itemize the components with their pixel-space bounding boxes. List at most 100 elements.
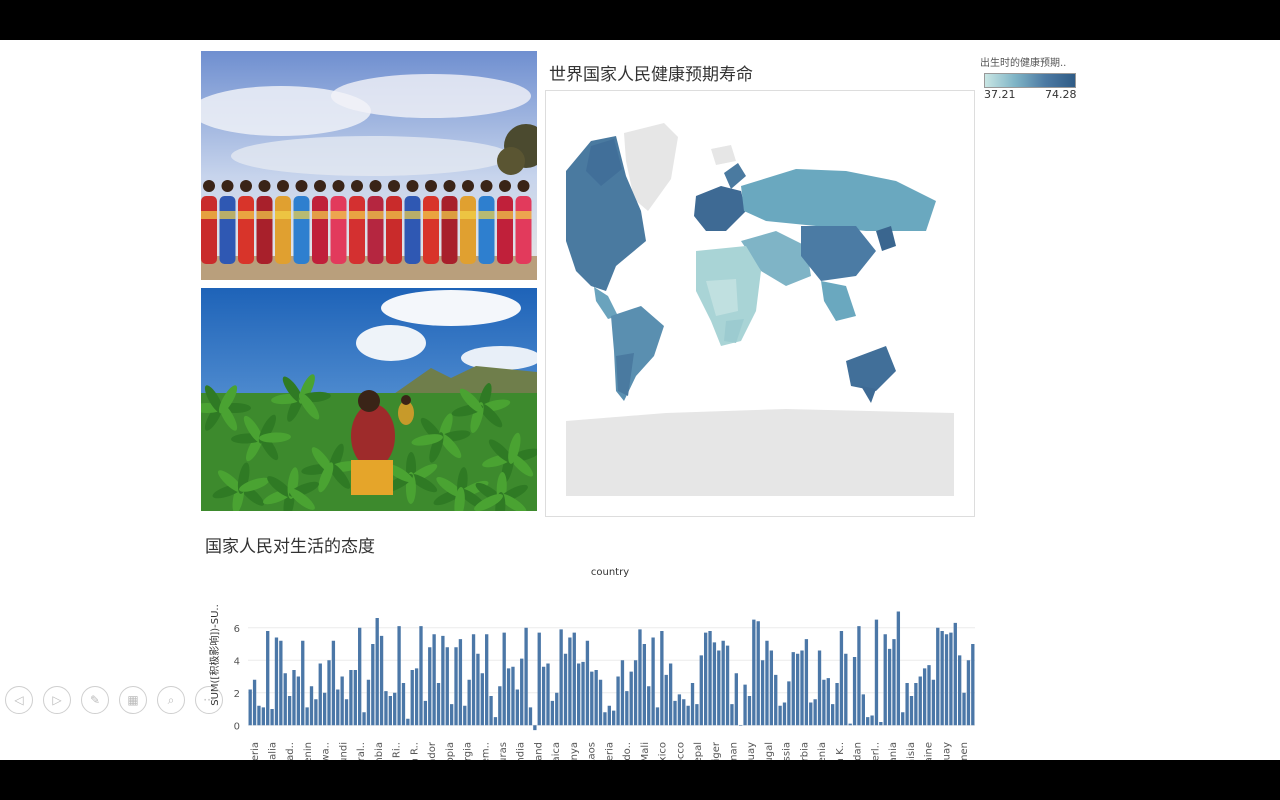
pen-tool-button[interactable]: ✎ bbox=[81, 686, 109, 714]
bar[interactable] bbox=[327, 660, 331, 726]
attitude-bar-chart[interactable]: 0 2 4 6 Algeria Australia Banglad.. Benin Botsw… bbox=[200, 560, 980, 760]
bar[interactable] bbox=[953, 622, 957, 726]
bar[interactable] bbox=[384, 691, 388, 726]
bar[interactable] bbox=[914, 683, 918, 726]
bar[interactable] bbox=[366, 679, 371, 726]
bar[interactable] bbox=[647, 686, 651, 726]
bar[interactable] bbox=[379, 635, 384, 726]
bar[interactable] bbox=[318, 663, 322, 726]
bar[interactable] bbox=[703, 632, 708, 726]
bar[interactable] bbox=[257, 705, 261, 726]
bar[interactable] bbox=[743, 684, 747, 726]
bar[interactable] bbox=[340, 676, 344, 726]
bar[interactable] bbox=[581, 661, 585, 726]
bar[interactable] bbox=[388, 696, 392, 726]
bar[interactable] bbox=[541, 666, 546, 726]
bar[interactable] bbox=[866, 717, 870, 726]
bar[interactable] bbox=[603, 712, 607, 726]
bar[interactable] bbox=[436, 683, 441, 726]
bar[interactable] bbox=[498, 686, 502, 726]
bar[interactable] bbox=[419, 626, 423, 726]
bar[interactable] bbox=[936, 627, 940, 726]
bar[interactable] bbox=[511, 666, 515, 726]
bar[interactable] bbox=[506, 668, 511, 726]
bar[interactable] bbox=[331, 640, 336, 726]
slide-overview-button[interactable]: ▦ bbox=[119, 686, 147, 714]
bar[interactable] bbox=[883, 634, 887, 726]
bar[interactable] bbox=[892, 639, 896, 726]
bar[interactable] bbox=[375, 618, 379, 726]
bar[interactable] bbox=[813, 699, 817, 726]
bar[interactable] bbox=[485, 634, 489, 726]
prev-slide-button[interactable]: ◁ bbox=[5, 686, 33, 714]
bar[interactable] bbox=[555, 692, 559, 726]
bar[interactable] bbox=[476, 653, 480, 726]
bar[interactable] bbox=[248, 689, 252, 726]
bar[interactable] bbox=[695, 704, 699, 726]
bar[interactable] bbox=[686, 705, 690, 726]
bar[interactable] bbox=[852, 657, 857, 726]
bar[interactable] bbox=[831, 704, 835, 726]
bar[interactable] bbox=[463, 705, 467, 726]
bar[interactable] bbox=[559, 629, 563, 726]
bar[interactable] bbox=[305, 707, 309, 726]
bar[interactable] bbox=[778, 705, 782, 726]
bar[interactable] bbox=[944, 634, 949, 726]
bar[interactable] bbox=[524, 627, 528, 726]
bar[interactable] bbox=[546, 663, 550, 726]
bar[interactable] bbox=[857, 626, 861, 726]
bar[interactable] bbox=[585, 640, 590, 726]
bar[interactable] bbox=[274, 637, 279, 726]
bar[interactable] bbox=[708, 631, 712, 726]
bar[interactable] bbox=[261, 707, 265, 726]
bar[interactable] bbox=[905, 683, 909, 726]
bar[interactable] bbox=[252, 679, 257, 726]
bar[interactable] bbox=[918, 676, 922, 726]
bar[interactable] bbox=[835, 683, 839, 726]
bar[interactable] bbox=[809, 702, 813, 726]
bar[interactable] bbox=[598, 679, 603, 726]
bar[interactable] bbox=[423, 700, 428, 726]
bar[interactable] bbox=[537, 632, 541, 726]
bar[interactable] bbox=[734, 673, 738, 726]
bar[interactable] bbox=[397, 626, 401, 726]
bar[interactable] bbox=[270, 709, 274, 726]
bar[interactable] bbox=[616, 676, 620, 726]
bar[interactable] bbox=[655, 707, 660, 726]
bar[interactable] bbox=[428, 647, 432, 726]
next-slide-button[interactable]: ▷ bbox=[43, 686, 71, 714]
bar[interactable] bbox=[839, 631, 844, 726]
bar[interactable] bbox=[314, 699, 318, 726]
bar[interactable] bbox=[629, 671, 633, 726]
bar[interactable] bbox=[660, 631, 664, 726]
bar[interactable] bbox=[931, 679, 936, 726]
bar[interactable] bbox=[393, 692, 397, 726]
bar[interactable] bbox=[309, 686, 314, 726]
bar[interactable] bbox=[848, 723, 852, 726]
bar[interactable] bbox=[344, 699, 349, 726]
bar[interactable] bbox=[909, 696, 914, 726]
bar[interactable] bbox=[292, 670, 296, 726]
bar[interactable] bbox=[568, 637, 572, 726]
bar[interactable] bbox=[804, 639, 809, 726]
bar[interactable] bbox=[467, 679, 471, 726]
bar[interactable] bbox=[896, 611, 901, 726]
bar[interactable] bbox=[739, 725, 743, 726]
bar[interactable] bbox=[279, 640, 283, 726]
life-expectancy-map[interactable] bbox=[545, 90, 975, 517]
bar[interactable] bbox=[642, 644, 647, 726]
bar[interactable] bbox=[625, 691, 629, 726]
bar[interactable] bbox=[454, 647, 458, 726]
bar[interactable] bbox=[769, 650, 774, 726]
bar[interactable] bbox=[633, 660, 638, 726]
bar[interactable] bbox=[756, 621, 760, 726]
bar[interactable] bbox=[817, 650, 822, 726]
bar[interactable] bbox=[922, 668, 927, 726]
bar[interactable] bbox=[927, 665, 931, 726]
bar[interactable] bbox=[336, 689, 340, 726]
bar[interactable] bbox=[861, 694, 865, 726]
bar[interactable] bbox=[401, 683, 406, 726]
bar[interactable] bbox=[638, 629, 642, 726]
bar[interactable] bbox=[301, 640, 305, 726]
bar[interactable] bbox=[971, 644, 975, 726]
